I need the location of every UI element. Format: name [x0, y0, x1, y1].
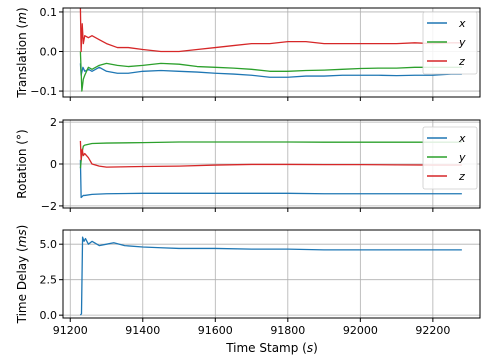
legend-label-x: x [458, 17, 466, 30]
x-axis-label: Time Stamp (s) [225, 341, 318, 355]
legend-label-y: y [458, 36, 466, 49]
x-tick-label: 91600 [198, 324, 233, 337]
y-tick-label: −0.1 [30, 85, 57, 98]
x-tick-label: 91200 [53, 324, 88, 337]
y-tick-label: 5.0 [40, 238, 58, 251]
legend: xyz [422, 11, 478, 75]
chart-panel-1: −0.1 0.0 0.1 Translation (m) xyz [15, 6, 481, 101]
y-tick-label: 0 [50, 158, 57, 171]
series-line-x [79, 159, 462, 199]
series-line-x [79, 63, 462, 78]
y-tick-label: 2.5 [40, 274, 58, 287]
y-axis-label: Time Delay (ms) [15, 225, 29, 325]
x-tick-label: 92200 [415, 324, 450, 337]
legend-label-z: z [458, 170, 465, 183]
series-line-y [79, 141, 462, 169]
legend: xyz [422, 126, 478, 190]
chart-panel-2: −2 0 2 Rotation (°) xyz [15, 116, 481, 213]
y-tick-label: 2 [50, 116, 57, 129]
chart-panel-3: 0.0 2.5 5.0 91200 91400 91600 91800 92000 92200 T… [15, 225, 481, 337]
plot-frame [62, 119, 481, 209]
y-axis-label: Translation (m) [15, 7, 29, 98]
series-line-z [79, 140, 462, 168]
y-tick-label: 0.0 [40, 46, 58, 59]
y-axis-label: Rotation (°) [15, 129, 29, 198]
legend-label-x: x [458, 132, 466, 145]
legend-frame [422, 11, 478, 75]
x-tick-label: 91400 [125, 324, 160, 337]
legend-label-z: z [458, 55, 465, 68]
plot-frame [62, 229, 481, 319]
x-tick-label: 92000 [343, 324, 378, 337]
series-line-y [79, 51, 462, 92]
y-tick-label: 0.1 [40, 6, 58, 19]
x-tick-label: 91800 [270, 324, 305, 337]
y-tick-label: −2 [41, 200, 57, 213]
plot-frame [62, 7, 481, 98]
series-line-z [79, 8, 462, 53]
series-line-delay [79, 236, 462, 316]
y-tick-label: 0.0 [40, 309, 58, 322]
legend-label-y: y [458, 151, 466, 164]
legend-frame [422, 126, 478, 190]
